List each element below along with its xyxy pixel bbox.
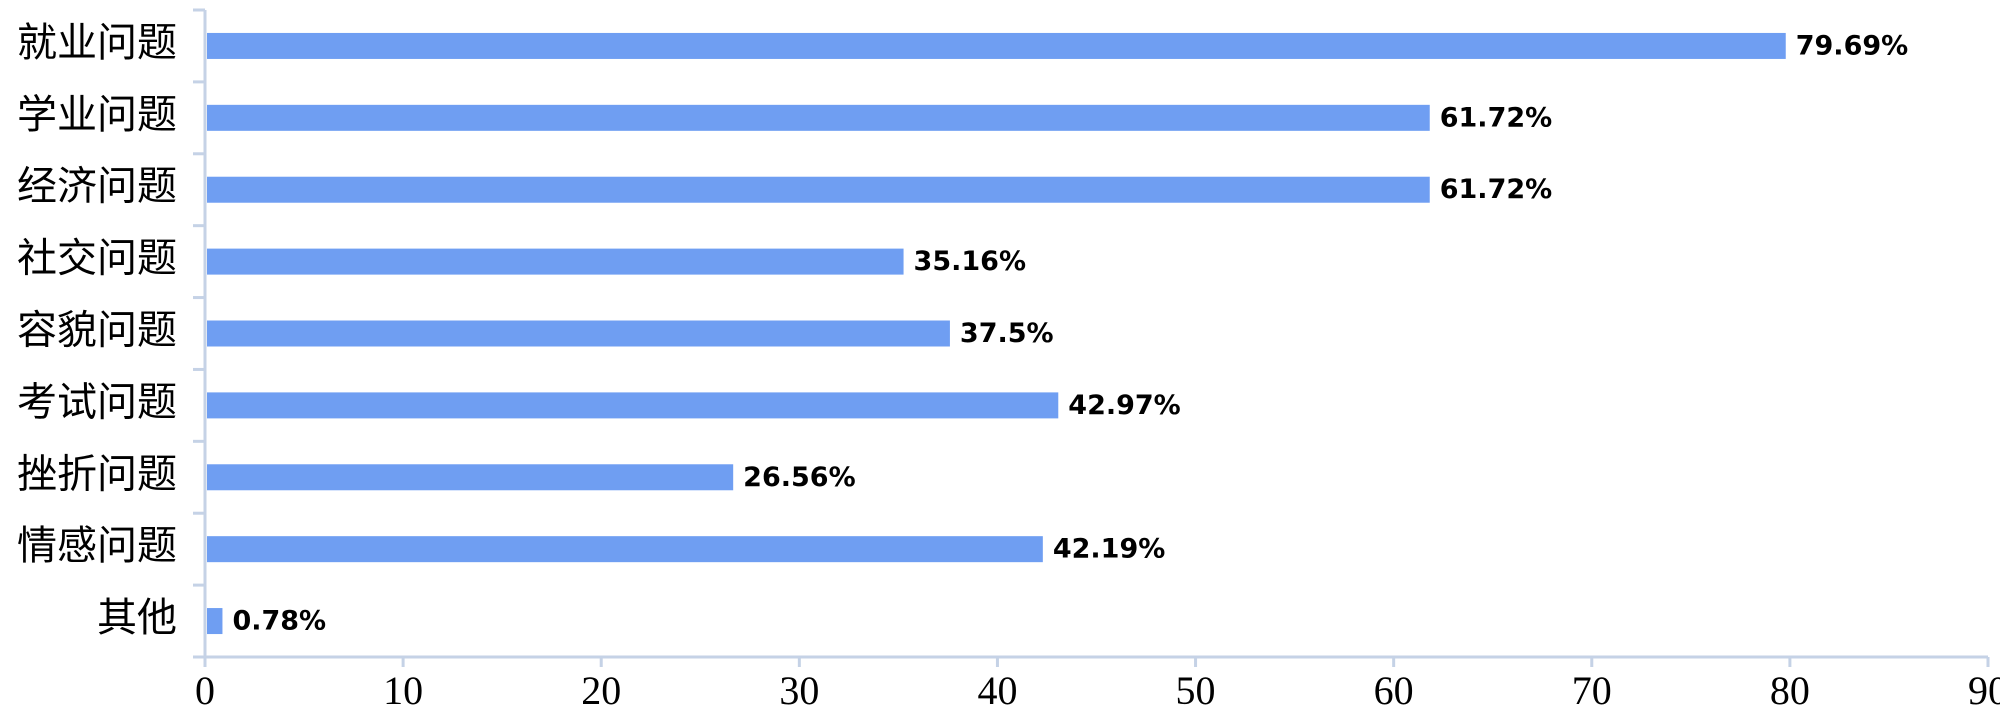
bar	[207, 608, 223, 635]
value-label: 79.69%	[1796, 30, 1908, 61]
y-tick-label: 经济问题	[17, 164, 177, 210]
bar	[207, 464, 734, 491]
y-tick-label: 社交问题	[17, 236, 177, 282]
value-label: 37.5%	[960, 318, 1054, 349]
x-tick-label: 70	[1572, 668, 1612, 713]
bar	[207, 176, 1430, 203]
x-tick-label: 10	[383, 668, 423, 713]
bar	[207, 104, 1430, 131]
x-tick-label: 50	[1176, 668, 1216, 713]
x-tick-label: 80	[1770, 668, 1810, 713]
x-tick-label: 30	[779, 668, 819, 713]
value-label: 42.97%	[1068, 390, 1180, 421]
x-tick-label: 0	[195, 668, 215, 713]
x-tick-label: 20	[581, 668, 621, 713]
y-tick-label: 学业问题	[17, 92, 177, 138]
value-label: 0.78%	[232, 606, 326, 637]
bar	[207, 248, 904, 275]
value-label: 61.72%	[1440, 102, 1552, 133]
bar	[207, 32, 1786, 59]
value-label: 35.16%	[914, 246, 1026, 277]
y-tick-label: 其他	[97, 595, 177, 641]
bar	[207, 536, 1043, 563]
y-tick-label: 容貌问题	[17, 308, 177, 354]
x-tick-label: 60	[1374, 668, 1414, 713]
bar	[207, 392, 1059, 419]
x-tick-label: 40	[977, 668, 1017, 713]
bar	[207, 320, 950, 347]
y-tick-label: 挫折问题	[17, 451, 177, 497]
y-tick-label: 情感问题	[17, 523, 177, 569]
value-label: 26.56%	[743, 462, 855, 493]
x-tick-label: 90	[1968, 668, 2000, 713]
value-label: 42.19%	[1053, 534, 1165, 565]
value-label: 61.72%	[1440, 174, 1552, 205]
y-tick-label: 就业问题	[17, 20, 177, 66]
y-tick-label: 考试问题	[17, 379, 177, 425]
